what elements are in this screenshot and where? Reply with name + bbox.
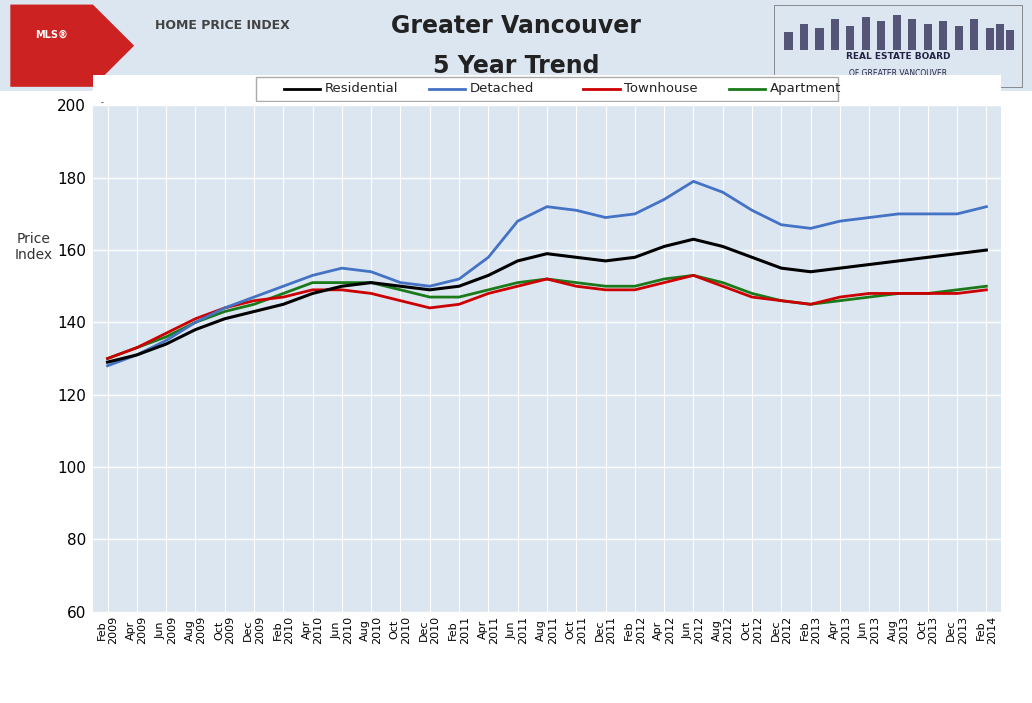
Bar [815,27,824,51]
Bar [831,20,839,51]
Text: MLS®: MLS® [35,30,68,40]
Text: REAL ESTATE BOARD: REAL ESTATE BOARD [845,52,950,61]
Bar [955,25,963,51]
Bar [1006,30,1014,51]
Polygon shape [10,5,134,87]
Bar [908,20,916,51]
Text: MLS: MLS [970,82,988,90]
Bar [784,32,793,51]
Bar [924,23,932,51]
Bar [939,22,947,51]
Text: Jan 2005 HPI = 100: Jan 2005 HPI = 100 [102,90,224,103]
Text: 5 Year Trend: 5 Year Trend [432,54,600,78]
Bar [846,25,854,51]
Text: Detached: Detached [470,82,535,95]
Text: Price
Index: Price Index [14,232,53,262]
Bar [970,20,978,51]
Text: Townhouse: Townhouse [624,82,698,95]
Bar [800,23,808,51]
Bar [893,15,901,51]
Bar [986,27,994,51]
Text: HOME PRICE INDEX: HOME PRICE INDEX [155,19,290,32]
Bar [996,23,1004,51]
Text: Apartment: Apartment [770,82,841,95]
FancyBboxPatch shape [256,77,838,101]
Text: Residential: Residential [324,82,398,95]
Text: OF GREATER VANCOUVER: OF GREATER VANCOUVER [848,69,947,77]
Bar [877,22,885,51]
FancyBboxPatch shape [774,4,1022,87]
Text: Greater Vancouver: Greater Vancouver [391,13,641,37]
Bar [862,18,870,51]
